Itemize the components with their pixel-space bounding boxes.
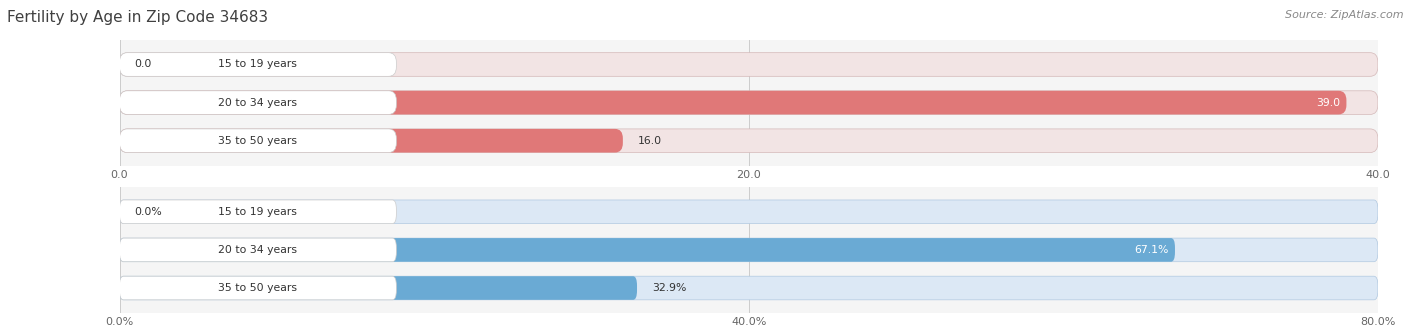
- Text: 35 to 50 years: 35 to 50 years: [218, 136, 298, 146]
- FancyBboxPatch shape: [120, 129, 396, 153]
- Text: 32.9%: 32.9%: [652, 283, 686, 293]
- FancyBboxPatch shape: [120, 238, 396, 262]
- FancyBboxPatch shape: [120, 276, 396, 300]
- Text: 15 to 19 years: 15 to 19 years: [218, 207, 297, 217]
- Text: 35 to 50 years: 35 to 50 years: [218, 283, 298, 293]
- FancyBboxPatch shape: [120, 200, 396, 224]
- Text: 0.0: 0.0: [135, 60, 152, 70]
- Text: Fertility by Age in Zip Code 34683: Fertility by Age in Zip Code 34683: [7, 10, 269, 25]
- FancyBboxPatch shape: [120, 238, 1378, 262]
- Text: 0.0%: 0.0%: [135, 207, 162, 217]
- FancyBboxPatch shape: [120, 53, 1378, 76]
- FancyBboxPatch shape: [120, 91, 1347, 115]
- Text: 20 to 34 years: 20 to 34 years: [218, 245, 298, 255]
- Text: 39.0: 39.0: [1316, 98, 1340, 108]
- Text: 20 to 34 years: 20 to 34 years: [218, 98, 298, 108]
- FancyBboxPatch shape: [120, 276, 637, 300]
- FancyBboxPatch shape: [120, 238, 1175, 262]
- FancyBboxPatch shape: [120, 91, 396, 115]
- Text: Source: ZipAtlas.com: Source: ZipAtlas.com: [1285, 10, 1403, 20]
- FancyBboxPatch shape: [120, 200, 1378, 224]
- Text: 15 to 19 years: 15 to 19 years: [218, 60, 297, 70]
- FancyBboxPatch shape: [120, 129, 1378, 153]
- FancyBboxPatch shape: [120, 129, 623, 153]
- FancyBboxPatch shape: [120, 276, 1378, 300]
- Text: 16.0: 16.0: [638, 136, 662, 146]
- FancyBboxPatch shape: [120, 91, 1378, 115]
- Text: 67.1%: 67.1%: [1135, 245, 1168, 255]
- FancyBboxPatch shape: [120, 53, 396, 76]
